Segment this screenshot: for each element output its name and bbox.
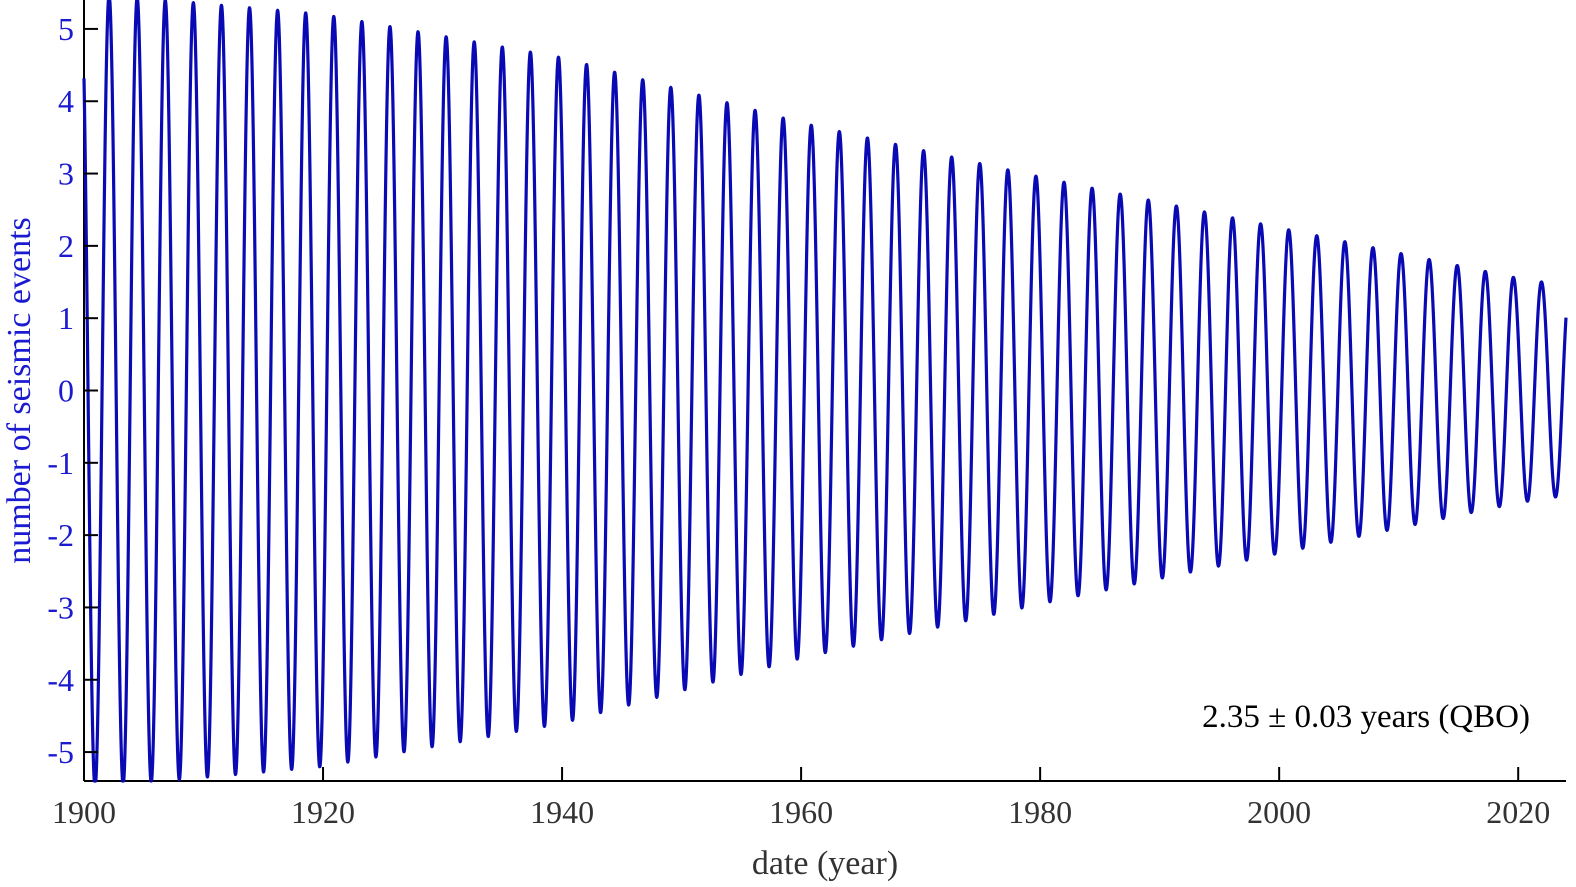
oscillation-series-line <box>82 0 1568 783</box>
y-tick-label: 4 <box>58 83 74 119</box>
y-tick-label: -2 <box>47 517 74 553</box>
x-axis-title: date (year) <box>752 845 898 882</box>
x-ticks: 1900 1920 1940 1960 1980 2000 2020 <box>52 767 1550 830</box>
y-tick-label: 5 <box>58 11 74 47</box>
y-ticks: -5 -4 -3 -2 -1 0 1 2 3 4 5 <box>47 11 98 770</box>
x-tick-label: 1920 <box>291 794 355 830</box>
y-tick-label: -5 <box>47 734 74 770</box>
y-tick-label: 0 <box>58 373 74 409</box>
x-tick-label: 2000 <box>1247 794 1311 830</box>
y-tick-label: 2 <box>58 228 74 264</box>
x-tick-label: 1940 <box>530 794 594 830</box>
y-tick-label: -1 <box>47 445 74 481</box>
y-tick-label: -3 <box>47 589 74 625</box>
plot-line-group <box>82 0 1568 783</box>
y-tick-label: -4 <box>47 662 74 698</box>
x-tick-label: 1980 <box>1008 794 1072 830</box>
x-tick-label: 1900 <box>52 794 116 830</box>
y-tick-label: 1 <box>58 300 74 336</box>
y-axis-title: number of seismic events <box>1 217 38 564</box>
x-tick-label: 2020 <box>1486 794 1550 830</box>
axes <box>83 0 1566 782</box>
x-tick-label: 1960 <box>769 794 833 830</box>
y-tick-label: 3 <box>58 156 74 192</box>
period-annotation: 2.35 ± 0.03 years (QBO) <box>1202 699 1530 735</box>
